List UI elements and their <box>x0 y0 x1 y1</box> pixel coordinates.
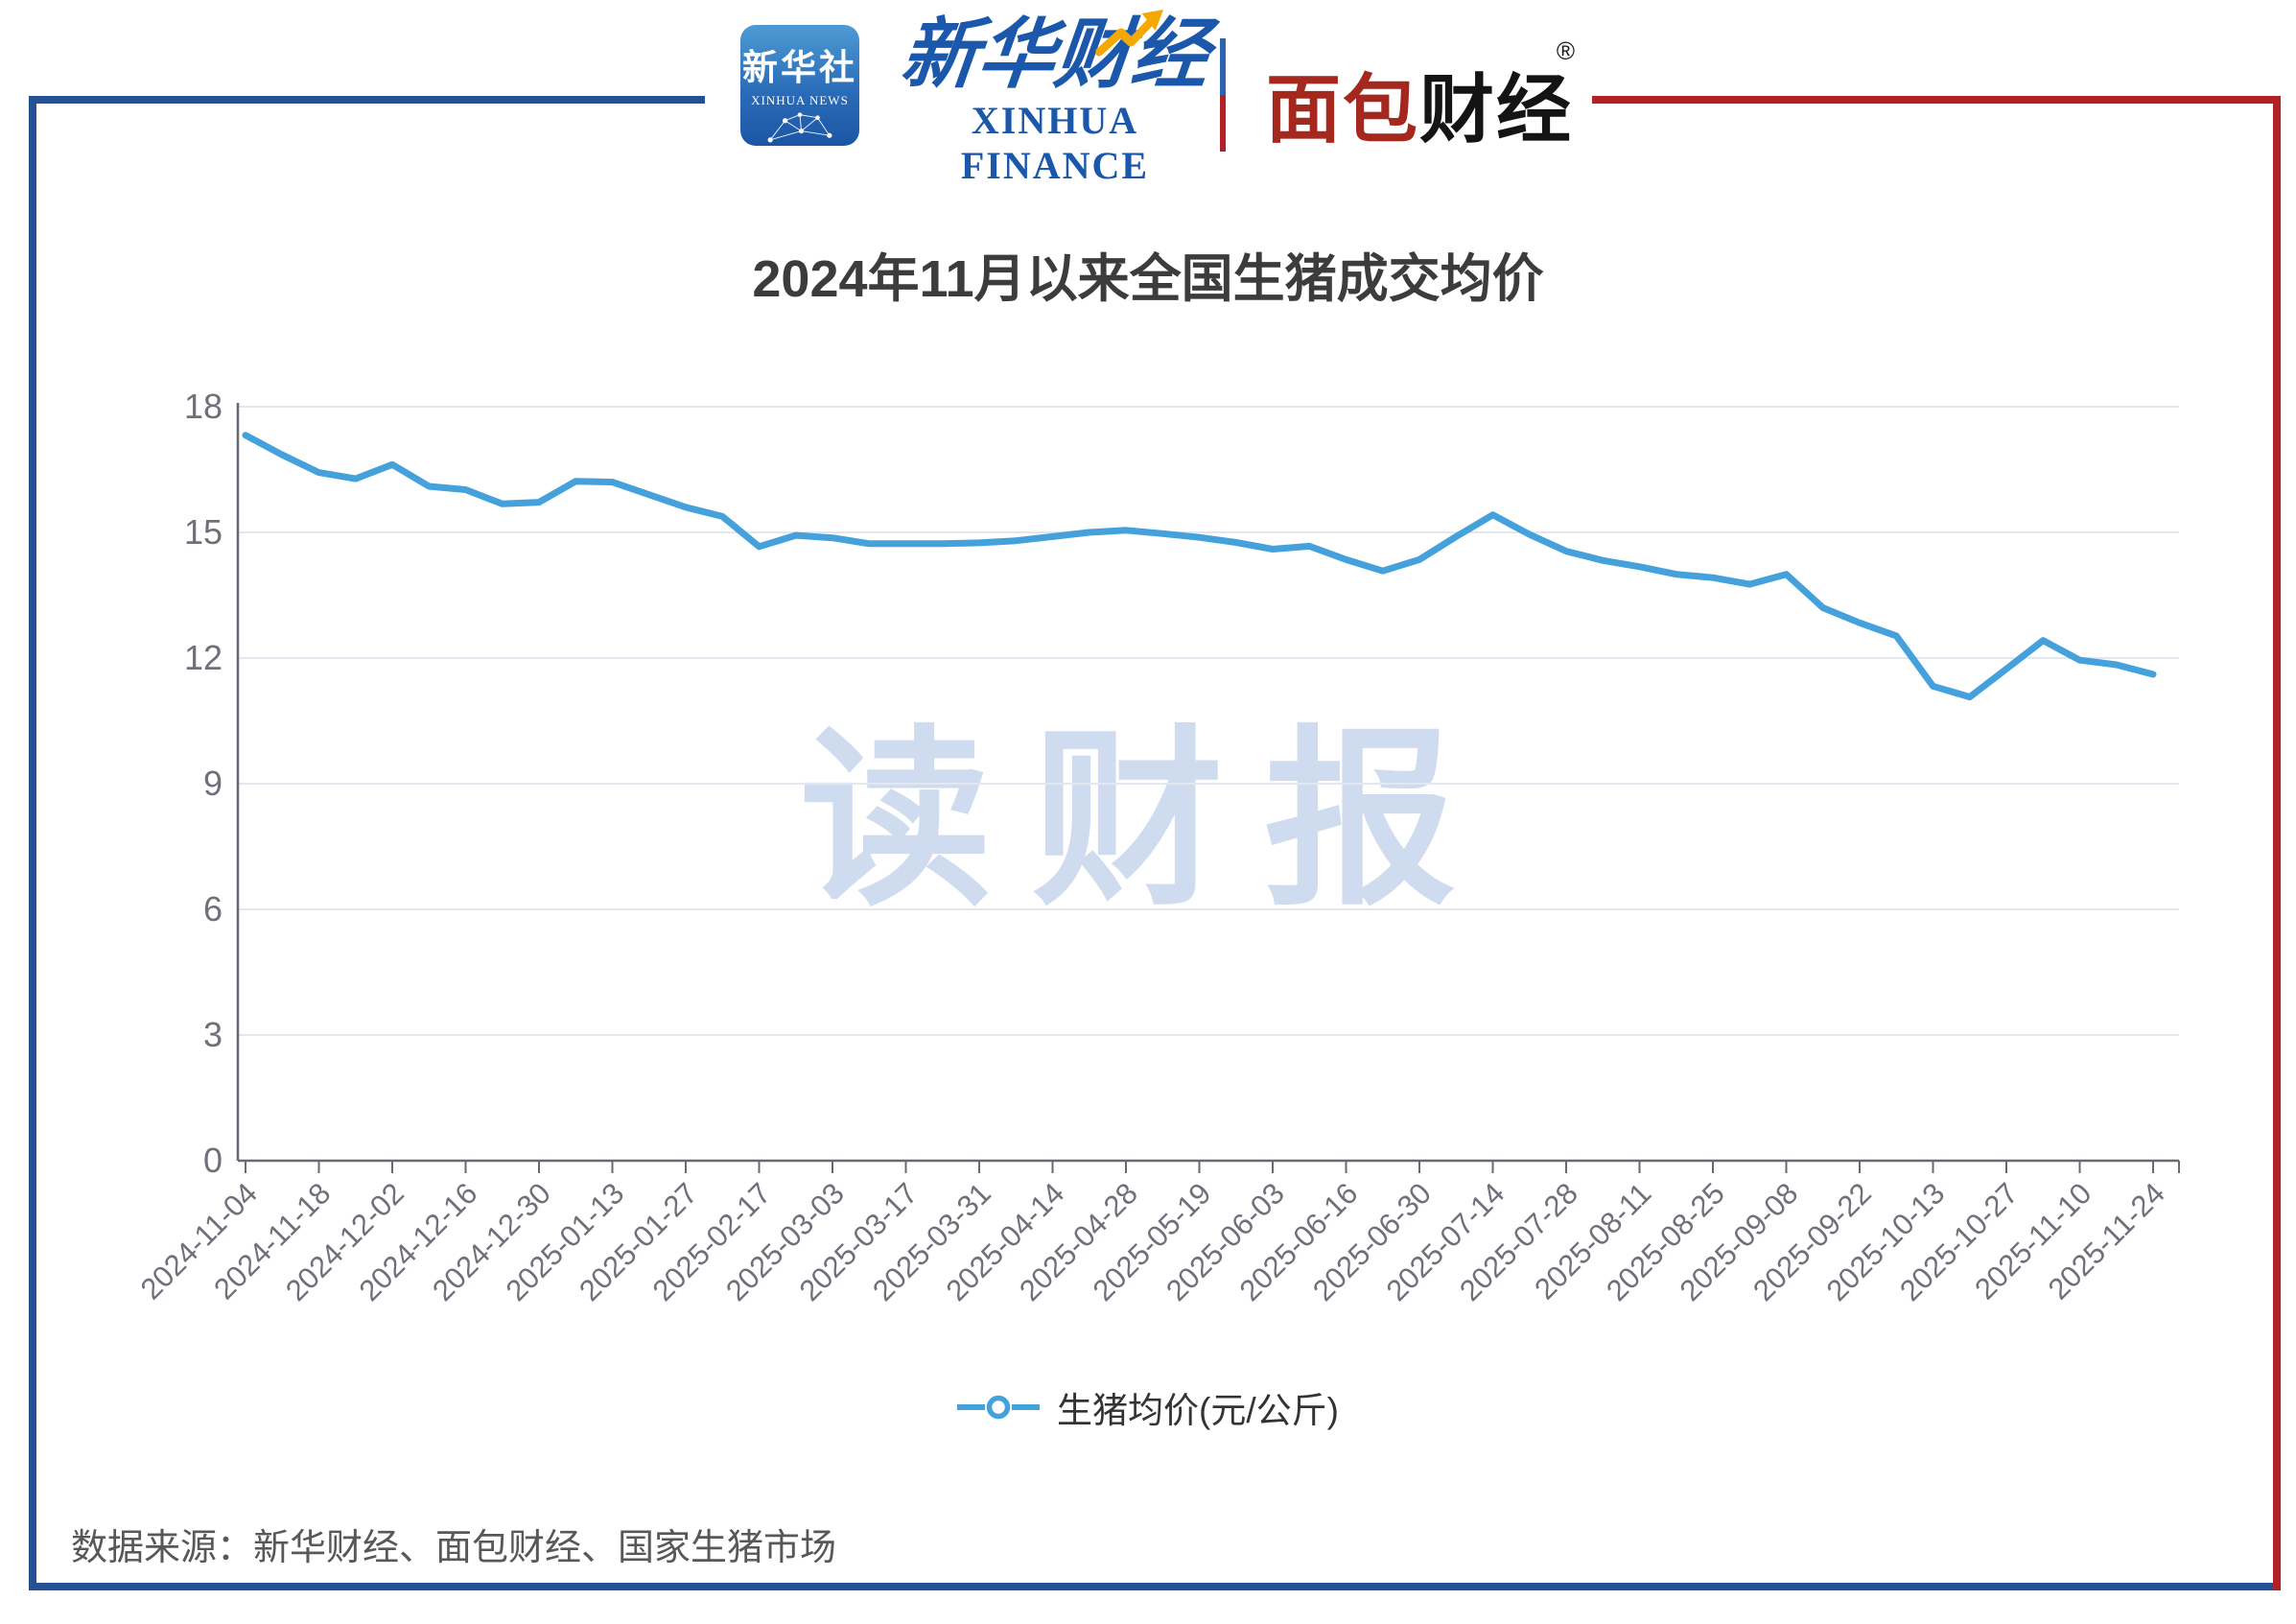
svg-text:18: 18 <box>184 387 223 426</box>
chart-title: 2024年11月以来全国生猪成交均价 <box>752 250 1544 308</box>
svg-text:15: 15 <box>184 512 223 552</box>
axes <box>236 403 2179 1163</box>
xinhua-finance-calligraphy: 新华财经 <box>897 10 1213 98</box>
frame-border-top-red <box>1592 96 2281 104</box>
x-axis-tick-labels: 2024-11-042024-11-182024-12-022024-12-16… <box>134 1176 2171 1307</box>
price-line-series <box>242 432 2157 701</box>
svg-text:12: 12 <box>184 638 223 677</box>
xinhua-finance-logo: 新华财经 XINHUA FINANCE <box>878 10 1232 188</box>
x-axis-ticks <box>245 1161 2180 1173</box>
frame-border-bottom <box>29 1583 2281 1590</box>
svg-text:9: 9 <box>203 764 223 803</box>
svg-text:0: 0 <box>203 1141 223 1180</box>
bread-finance-logo: 面包 财经 ® <box>1266 36 1578 161</box>
frame-border-right <box>2273 96 2281 1590</box>
y-axis-tick-labels: 0 3 6 9 12 15 18 <box>184 387 223 1180</box>
data-source-note: 数据来源：新华财经、面包财经、国家生猪市场 <box>71 1528 837 1568</box>
watermark-text: 读财报 <box>799 714 1496 928</box>
rising-arrow-icon <box>1094 10 1164 57</box>
legend-label: 生猪均价(元/公斤) <box>1057 1391 1339 1430</box>
network-constellation-icon <box>767 112 832 143</box>
xinhua-news-app-icon: 新华社 XINHUA NEWS <box>740 25 859 146</box>
svg-text:3: 3 <box>203 1015 223 1054</box>
gridlines <box>238 406 2179 1036</box>
registered-trademark-icon: ® <box>1556 36 1578 65</box>
frame-border-left <box>29 96 36 1590</box>
svg-text:6: 6 <box>203 889 223 929</box>
bread-finance-red-part: 面包 <box>1266 67 1420 152</box>
header: 新华社 XINHUA NEWS 新华财经 XINHUA FINA <box>0 0 2296 187</box>
header-divider <box>1220 38 1226 152</box>
xinhua-finance-subtext: XINHUA FINANCE <box>960 99 1150 187</box>
legend-line-circle-marker <box>957 1395 1041 1420</box>
xinhua-news-icon-title: 新华社 <box>742 48 857 87</box>
xinhua-news-icon-subtitle: XINHUA NEWS <box>751 93 849 107</box>
frame-border-top-blue <box>29 96 705 104</box>
chart-legend[interactable]: 生猪均价(元/公斤) <box>0 1381 2296 1433</box>
bread-finance-black-part: 财经 ® <box>1419 36 1578 152</box>
